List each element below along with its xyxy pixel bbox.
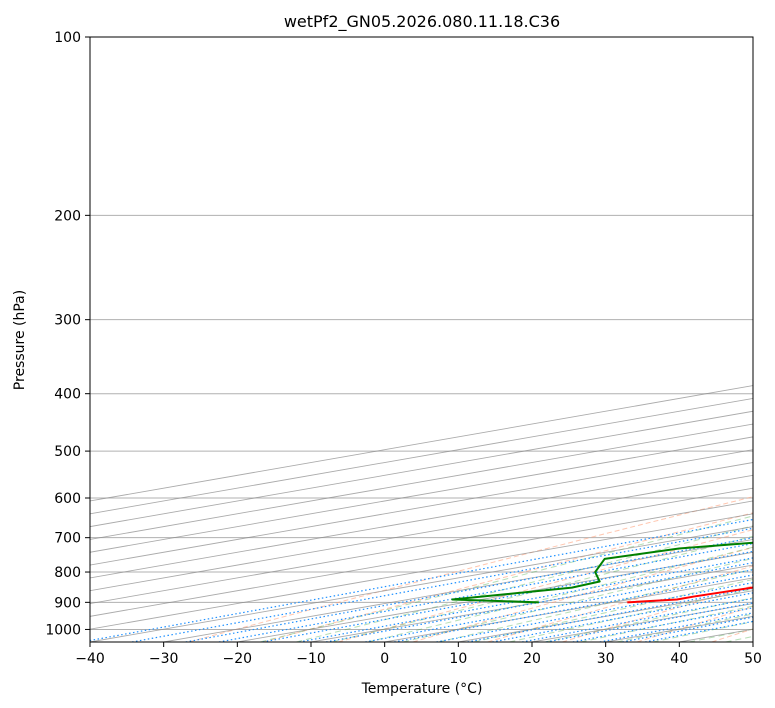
x-axis: −40 −30 −20 −10 0 10 20 30 40 50 (75, 642, 762, 667)
x-tick-label: 50 (744, 651, 762, 667)
y-tick-label: 900 (54, 595, 81, 611)
y-tick-label: 200 (54, 208, 81, 224)
y-axis-title: Pressure (hPa) (12, 290, 28, 390)
isotherm (90, 500, 753, 617)
moist-adiabat (331, 535, 753, 642)
y-tick-label: 400 (54, 387, 81, 403)
x-tick-label: 10 (449, 651, 467, 667)
profiles (451, 541, 753, 604)
isotherm (90, 526, 753, 642)
x-tick-label: 30 (597, 651, 615, 667)
mixing-ratio-line (622, 616, 753, 642)
dewpoint-profile (451, 541, 753, 604)
isotherm (90, 449, 753, 566)
x-axis-title: Temperature (°C) (361, 681, 483, 697)
y-axis: 100 200 300 400 500 600 700 800 900 1000 (45, 30, 90, 638)
chart-title: wetPf2_GN05.2026.080.11.18.C36 (284, 12, 560, 32)
mixing-ratio-line (325, 562, 753, 642)
x-tick-label: −10 (296, 651, 326, 667)
mixing-ratio-line (185, 537, 753, 642)
mixing-ratio-line (299, 557, 753, 642)
dry-adiabat (562, 585, 753, 642)
y-tick-label: 700 (54, 531, 81, 547)
isotherm (90, 436, 753, 553)
x-tick-label: 20 (523, 651, 541, 667)
isotherm (90, 474, 753, 592)
plot-frame (89, 36, 754, 643)
y-tick-label: 800 (54, 565, 81, 581)
mixing-ratio-line (365, 569, 753, 642)
isotherm (90, 513, 753, 630)
y-tick-label: 600 (54, 491, 81, 507)
y-tick-label: 500 (54, 444, 81, 460)
dry-adiabat (412, 546, 753, 642)
isotherm (90, 487, 753, 604)
mixing-ratio-line (262, 550, 753, 642)
isotherm (163, 538, 753, 642)
moist-adiabat (402, 557, 753, 642)
dry-adiabat (263, 512, 753, 642)
y-tick-label: 1000 (45, 622, 81, 638)
x-tick-label: 0 (380, 651, 389, 667)
dry-adiabat (188, 496, 753, 642)
isotherm (90, 462, 753, 579)
y-tick-label: 100 (54, 30, 81, 46)
x-tick-label: −20 (223, 651, 253, 667)
x-tick-label: −40 (75, 651, 105, 667)
x-tick-label: 40 (670, 651, 688, 667)
x-tick-label: −30 (149, 651, 179, 667)
y-tick-label: 300 (54, 313, 81, 329)
